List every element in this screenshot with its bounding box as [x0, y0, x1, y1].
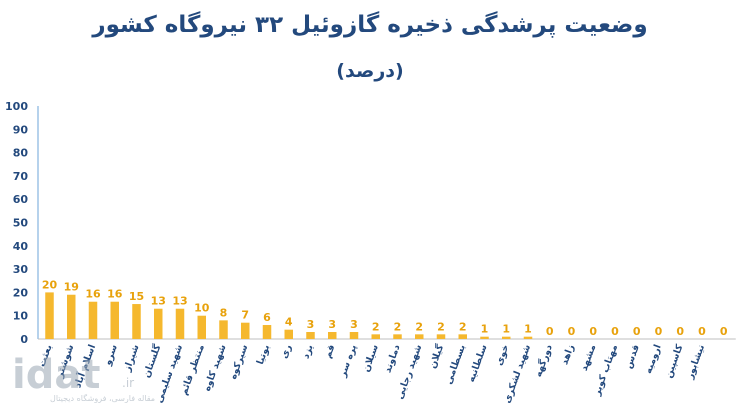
bar	[175, 308, 185, 339]
bar	[523, 336, 533, 339]
bar	[88, 301, 98, 339]
value-label: 0	[589, 325, 597, 338]
value-label: 0	[633, 325, 641, 338]
category-label: نیشابور	[684, 343, 707, 381]
category-label: دماوند	[382, 343, 402, 374]
value-label: 15	[129, 290, 144, 303]
category-label: بسطامی	[443, 343, 468, 386]
value-label: 2	[459, 320, 467, 333]
y-tick-label: 50	[13, 217, 29, 230]
bar	[154, 308, 163, 339]
value-label: 2	[394, 320, 402, 333]
value-label: 1	[502, 323, 510, 336]
value-label: 20	[42, 278, 58, 291]
bar	[393, 334, 402, 339]
category-label: شهید کاوه	[202, 343, 229, 393]
value-label: 13	[151, 295, 166, 308]
category-label: کاسپین	[663, 343, 685, 380]
bar	[349, 332, 359, 339]
bar	[241, 322, 250, 339]
value-label: 0	[720, 325, 728, 338]
value-label: 3	[350, 318, 358, 331]
value-label: 0	[568, 325, 576, 338]
bar	[502, 336, 511, 339]
category-label: سیلان	[361, 343, 381, 374]
y-tick-label: 20	[13, 286, 29, 299]
bar	[262, 325, 272, 339]
value-label: 6	[263, 311, 271, 324]
value-label: 13	[172, 295, 187, 308]
bar	[328, 332, 337, 339]
y-tick-label: 80	[13, 147, 29, 160]
value-label: 0	[655, 325, 663, 338]
category-label: دورگهه	[532, 343, 555, 379]
category-label: ارومیه	[643, 343, 664, 375]
bar	[415, 334, 424, 339]
category-label: پره سر	[337, 343, 359, 379]
category-label: ری	[279, 343, 294, 360]
value-label: 0	[611, 325, 619, 338]
watermark-domain: .ir	[122, 376, 135, 390]
category-label: گیلان	[426, 342, 446, 370]
y-axis-tick-labels: 0 10 20 30 40 50 60 70 80 90 100	[5, 100, 28, 346]
value-label: 0	[546, 325, 554, 338]
value-label: 0	[676, 325, 684, 338]
bar	[110, 301, 119, 339]
value-label: 3	[328, 318, 336, 331]
bar	[284, 329, 293, 339]
category-label: قم	[322, 343, 337, 360]
y-tick-label: 30	[13, 263, 29, 276]
value-label: 2	[372, 320, 380, 333]
value-label: 7	[241, 309, 249, 322]
bar	[132, 304, 141, 339]
bar	[45, 292, 54, 339]
category-label: سلطانیه	[466, 343, 490, 384]
y-tick-label: 90	[13, 123, 29, 136]
value-label: 0	[698, 325, 706, 338]
bar	[371, 334, 380, 339]
chart-title: وضعیت پرشدگی ذخیره گازوئیل ۳۲ نیروگاه کش…	[92, 12, 648, 38]
y-tick-label: 100	[5, 100, 28, 113]
y-tick-label: 60	[13, 193, 29, 206]
y-tick-label: 70	[13, 170, 29, 183]
value-label: 10	[194, 302, 210, 315]
category-label: سیرکوه	[228, 343, 251, 381]
bar	[67, 294, 76, 339]
value-label: 19	[64, 281, 79, 294]
y-tick-label: 0	[20, 333, 28, 346]
bar	[306, 332, 315, 339]
chart-subtitle: (درصد)	[336, 60, 404, 82]
category-label: یزد	[300, 343, 315, 360]
y-tick-label: 40	[13, 240, 29, 253]
value-label: 4	[285, 316, 293, 329]
bar	[197, 315, 206, 339]
category-label: بوتیا	[255, 343, 272, 366]
category-label: قدس	[623, 343, 642, 370]
value-label: 8	[220, 306, 228, 319]
value-label: 3	[307, 318, 315, 331]
category-label: زاهد	[559, 343, 576, 366]
bar	[480, 336, 489, 339]
value-label: 1	[524, 323, 532, 336]
bars	[45, 292, 533, 339]
category-label: خوی	[494, 343, 512, 367]
watermark-logo: idat .ir مقاله فارسی، فروشگاه دیجیتال	[12, 352, 182, 412]
watermark-wordmark: idat	[12, 352, 101, 398]
value-label: 16	[85, 288, 101, 301]
bar	[219, 320, 228, 339]
value-label: 16	[107, 288, 123, 301]
category-label: مشهد	[579, 343, 599, 373]
bar	[458, 334, 467, 339]
bar	[436, 334, 446, 339]
watermark-tagline: مقاله فارسی، فروشگاه دیجیتال	[50, 394, 156, 403]
value-label: 1	[481, 323, 489, 336]
value-label: 2	[437, 320, 445, 333]
value-label: 2	[415, 320, 423, 333]
y-tick-label: 10	[13, 310, 29, 323]
